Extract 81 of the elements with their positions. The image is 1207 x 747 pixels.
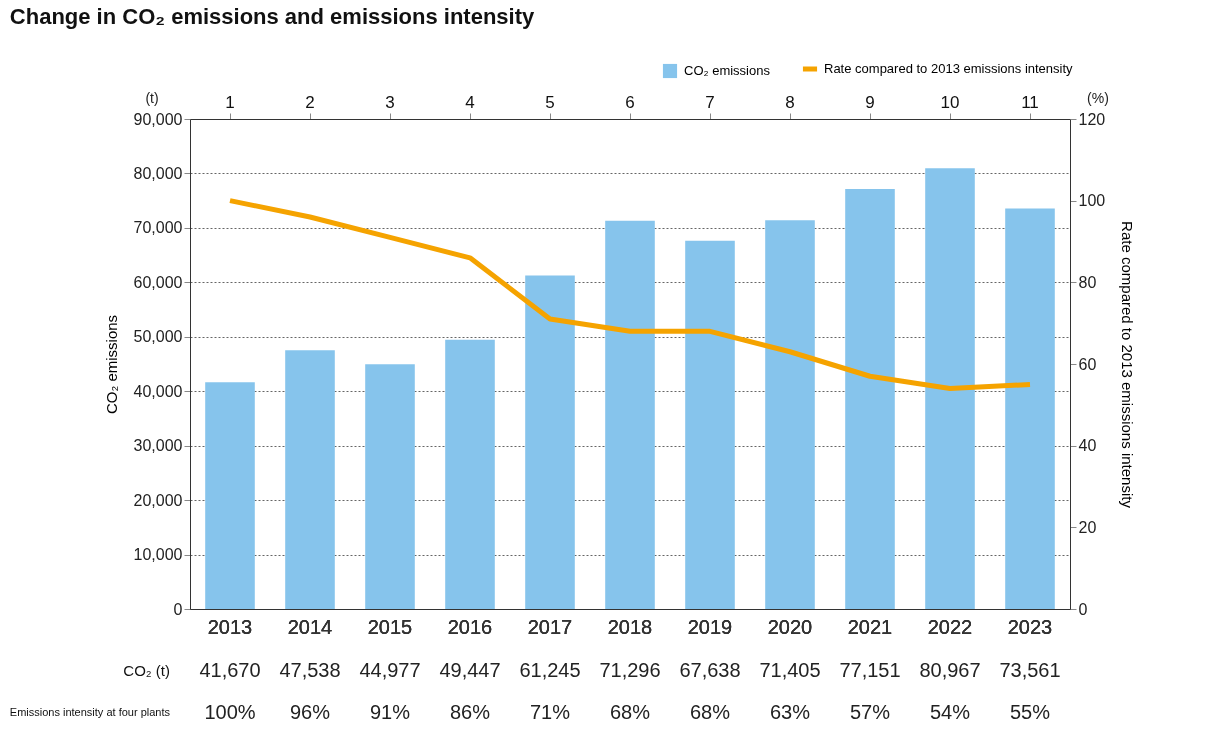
x-tick-label: 2019 <box>687 615 733 638</box>
data-label: 61,245 <box>519 659 581 681</box>
bar <box>525 275 575 609</box>
data-label: 71% <box>529 701 571 723</box>
y2-tick-label: 120 <box>1078 110 1106 128</box>
y-tick-label: 30,000 <box>133 437 183 455</box>
y-tick-label: 70,000 <box>133 219 183 237</box>
text: Emissions intensity at four plants <box>9 706 171 718</box>
x-tick-label: 2023 <box>1007 615 1053 638</box>
y-tick-label: 20,000 <box>133 491 183 509</box>
x2-tick-label: 9 <box>865 92 875 112</box>
x2-tick-label: 6 <box>625 92 635 112</box>
text: CO₂ (t) <box>123 662 170 679</box>
data-label: 73,561 <box>999 659 1061 681</box>
text: (t) <box>145 90 159 106</box>
bar <box>365 364 415 609</box>
bar <box>445 339 495 609</box>
data-label: 49,447 <box>439 659 501 681</box>
y-tick-label: 60,000 <box>133 273 183 291</box>
y-tick-label: 0 <box>173 600 183 618</box>
data-label: 71,296 <box>599 659 661 681</box>
bar <box>285 350 335 609</box>
data-label: 67,638 <box>679 659 741 681</box>
data-label: 68% <box>689 701 731 723</box>
data-label: 63% <box>769 701 811 723</box>
y-axis-title: CO₂ emissions <box>102 314 120 415</box>
legend-label: CO₂ emissions <box>684 63 771 78</box>
bar <box>925 168 975 609</box>
x-tick-label: 2022 <box>927 615 973 638</box>
data-label: 71,405 <box>759 659 821 681</box>
data-label: 55% <box>1009 701 1051 723</box>
data-label: 100% <box>204 701 256 723</box>
y-tick-label: 50,000 <box>133 328 183 346</box>
y-tick-label: 10,000 <box>133 546 183 564</box>
y2-tick-label: 80 <box>1078 273 1097 291</box>
data-label: 86% <box>449 701 491 723</box>
data-label: 80,967 <box>919 659 981 681</box>
data-label: 44,977 <box>359 659 421 681</box>
x-tick-label: 2015 <box>367 615 413 638</box>
data-label: 57% <box>849 701 891 723</box>
data-label: 96% <box>289 701 331 723</box>
y2-axis-title: Rate compared to 2013 emissions intensity <box>1119 221 1137 509</box>
chart-title: Change in CO₂ emissions and emissions intensity <box>9 4 536 29</box>
x-tick-label: 2018 <box>607 615 653 638</box>
x2-tick-label: 11 <box>1021 92 1039 112</box>
data-label: 54% <box>929 701 971 723</box>
x2-tick-label: 2 <box>305 92 315 112</box>
data-label: 91% <box>369 701 411 723</box>
x2-tick-label: 7 <box>705 92 715 112</box>
data-label: 77,151 <box>839 659 901 681</box>
x2-tick-label: 5 <box>545 92 555 112</box>
bar <box>205 382 255 609</box>
y-tick-label: 40,000 <box>133 382 183 400</box>
bar <box>605 220 655 609</box>
y-tick-label: 90,000 <box>133 110 183 128</box>
y-tick-label: 80,000 <box>133 164 183 182</box>
x-tick-label: 2017 <box>527 615 573 638</box>
y2-tick-label: 100 <box>1078 192 1106 210</box>
bar <box>1005 208 1055 609</box>
x-tick-label: 2021 <box>847 615 893 638</box>
text: (%) <box>1087 90 1109 106</box>
y2-tick-label: 0 <box>1078 600 1088 618</box>
x2-tick-label: 4 <box>465 92 475 112</box>
x2-tick-label: 8 <box>785 92 795 112</box>
x2-tick-label: 10 <box>940 92 960 112</box>
legend-label: Rate compared to 2013 emissions intensity <box>824 61 1074 76</box>
y2-tick-label: 40 <box>1078 437 1097 455</box>
x-tick-label: 2020 <box>767 615 813 638</box>
bar <box>845 188 895 609</box>
y2-tick-label: 20 <box>1078 518 1097 536</box>
x-tick-label: 2016 <box>447 615 493 638</box>
data-label: 68% <box>609 701 651 723</box>
x2-tick-label: 3 <box>385 92 395 112</box>
x2-tick-label: 1 <box>225 92 235 112</box>
x-tick-label: 2014 <box>287 615 333 638</box>
x-tick-label: 2013 <box>207 615 253 638</box>
y2-tick-label: 60 <box>1078 355 1097 373</box>
data-label: 47,538 <box>279 659 341 681</box>
bar <box>685 240 735 609</box>
bar <box>765 220 815 609</box>
data-label: 41,670 <box>199 659 261 681</box>
